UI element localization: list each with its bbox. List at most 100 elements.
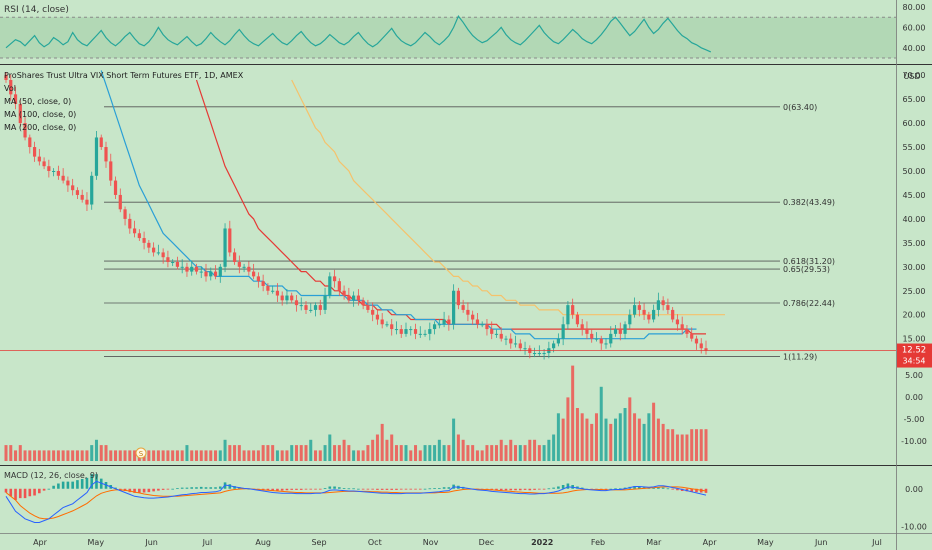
volume-bar [75,450,79,461]
macd-histogram-bar [323,488,327,489]
rsi-tick-label: 40.00 [903,44,926,53]
macd-histogram-bar [361,488,365,490]
legend-ma50: MA (50, close, 0) [4,97,71,106]
candle-body [523,348,527,350]
candle-body [85,199,89,205]
time-tick-label: Jun [144,538,158,547]
macd-histogram-bar [304,488,308,490]
candle-body [685,329,689,334]
volume-bar [156,450,160,461]
rsi-line [5,15,712,53]
volume-bar [456,434,460,461]
bar-countdown: 34:54 [902,357,925,366]
volume-bar [256,450,260,461]
legend-vol: Vol [4,84,16,93]
macd-histogram-bar [118,488,122,490]
volume-bar [218,450,222,461]
candle-body [552,343,556,349]
volume-bar [499,439,503,461]
volume-bar [475,450,479,461]
legend-ma100: MA (100, close, 0) [4,110,76,119]
candle-body [42,161,46,167]
volume-bar [533,439,537,461]
candle-body [604,343,608,345]
macd-histogram-bar [152,488,155,492]
macd-histogram-bar [566,483,570,489]
candle-body [266,285,270,291]
volume-bar [190,450,194,461]
rsi-panel[interactable]: RSI (14, close) 80.00 60.00 40.00 [0,3,926,59]
volume-bar [271,445,275,461]
candle-body [566,305,570,325]
volume-bar [333,445,337,461]
candle-body [323,295,327,310]
volume-bar [614,418,618,461]
macd-histogram-bar [42,488,46,491]
volume-bar [233,445,237,461]
volume-panel[interactable]: 5.00 0.00 -5.00 -10.00 S [4,365,927,461]
macd-histogram-bar [404,488,408,490]
volume-bar [599,386,603,461]
volume-bar [266,445,270,461]
macd-histogram-bar [423,488,427,490]
candle-body [480,324,484,326]
volume-bar [185,445,189,461]
volume-bar [328,434,332,461]
candle-body [499,333,503,339]
price-panel[interactable]: 0(63.40) 0.382(43.49) 0.618(31.20)0.65(29.… [0,70,932,368]
macd-histogram-bar [518,488,522,491]
fib-label: 0.382(43.49) [783,198,835,207]
volume-bar [490,445,494,461]
candle-body [228,228,232,253]
volume-bar [694,429,698,461]
candle-body [594,338,599,340]
candle-body [94,137,99,176]
volume-bar [637,418,641,461]
candle-body [361,300,365,306]
macd-histogram-bar [438,488,441,489]
event-marker[interactable]: S [135,447,147,459]
macd-panel[interactable]: MACD (12, 26, close, 9) 0.00 -10.00 [4,471,927,531]
macd-histogram-bar [552,487,555,489]
candle-body [380,319,384,325]
candle-body [447,319,451,325]
macd-histogram-bar [99,478,103,489]
macd-histogram-bar [528,488,532,491]
volume-bar [175,450,179,461]
fib-label: 1(11.29) [783,352,817,361]
candle-body [375,314,380,320]
volume-bars [4,365,708,461]
candle-body [490,329,494,334]
candle-body [466,309,470,315]
candle-body [337,281,341,291]
fibonacci-levels: 0(63.40) 0.382(43.49) 0.618(31.20)0.65(29.… [104,103,835,361]
volume-bar [590,423,594,461]
macd-histogram-bar [414,488,417,490]
volume-bar [656,418,660,461]
macd-histogram-bar [199,486,203,489]
volume-bar [661,423,665,461]
fib-label: 0.65(29.53) [783,265,830,274]
macd-histogram-bar [366,488,370,490]
macd-histogram-bar [499,488,503,491]
candle-body [423,333,427,335]
time-tick-label: Dec [479,538,494,547]
candle-body [28,137,32,148]
volume-bar [571,365,575,461]
macd-histogram-bar [318,488,322,490]
candle-body [471,314,475,320]
volume-bar [447,445,451,461]
volume-bar [94,439,98,461]
candle-body [366,305,370,310]
macd-histogram-bar [604,488,608,490]
macd-histogram-bar [228,484,232,489]
volume-bar [323,445,327,461]
candle-body [204,271,208,277]
price-tag-background [897,343,932,368]
volume-bar [642,423,646,461]
volume-bar [671,429,675,461]
candle-body [18,103,22,124]
volume-bar [666,429,670,461]
